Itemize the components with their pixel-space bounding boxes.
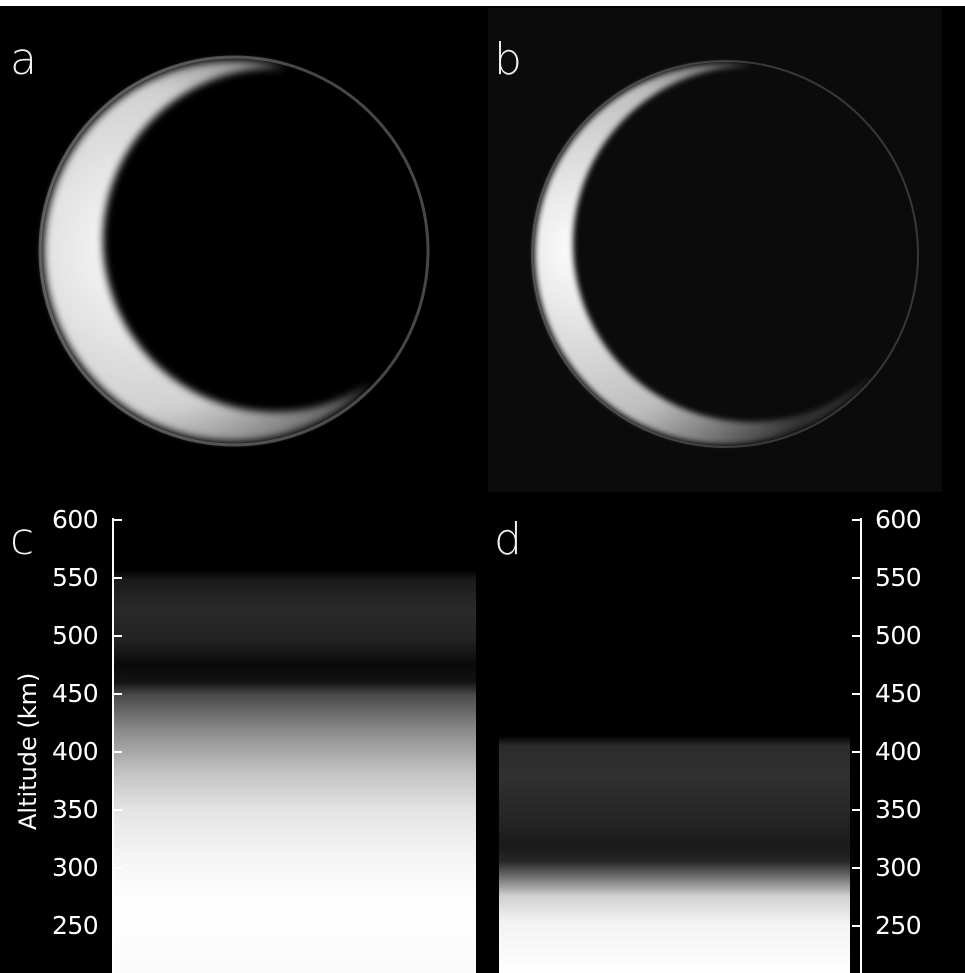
panel-d-tick-label: 250 [875, 911, 922, 940]
panel-c-tick-label: 400 [52, 737, 99, 766]
panel-d-tick-label: 600 [875, 505, 922, 534]
panel-b-label: b [494, 34, 522, 85]
panel-b-crescent-image [488, 8, 942, 492]
panel-c-tick-label: 250 [52, 911, 99, 940]
panel-d-tick-label: 300 [875, 853, 922, 882]
panel-c-label: c [10, 514, 35, 565]
panel-d-altitude-image [499, 736, 850, 973]
panel-c-altitude-image [113, 570, 476, 973]
panel-d: d [488, 492, 965, 973]
panel-d-tick-label: 350 [875, 795, 922, 824]
panel-c-y-axis [112, 518, 122, 973]
panel-a: a [0, 8, 488, 492]
panel-d-tick-label: 550 [875, 563, 922, 592]
panel-a-crescent-image [0, 8, 488, 492]
panel-b: b [488, 8, 942, 492]
panel-c-tick-label: 300 [52, 853, 99, 882]
panel-a-label: a [10, 34, 37, 85]
panel-c-tick-label: 600 [52, 505, 99, 534]
panel-d-y-axis [852, 518, 862, 973]
panel-c: c Altitude (km) [0, 492, 488, 973]
panel-c-tick-label: 550 [52, 563, 99, 592]
panel-d-label: d [494, 514, 522, 565]
panel-c-tick-label: 350 [52, 795, 99, 824]
panel-d-tick-label: 400 [875, 737, 922, 766]
panel-d-tick-label: 500 [875, 621, 922, 650]
figure-top-border [0, 0, 965, 6]
panel-c-tick-label: 500 [52, 621, 99, 650]
panel-c-tick-label: 450 [52, 679, 99, 708]
panel-d-tick-label: 450 [875, 679, 922, 708]
